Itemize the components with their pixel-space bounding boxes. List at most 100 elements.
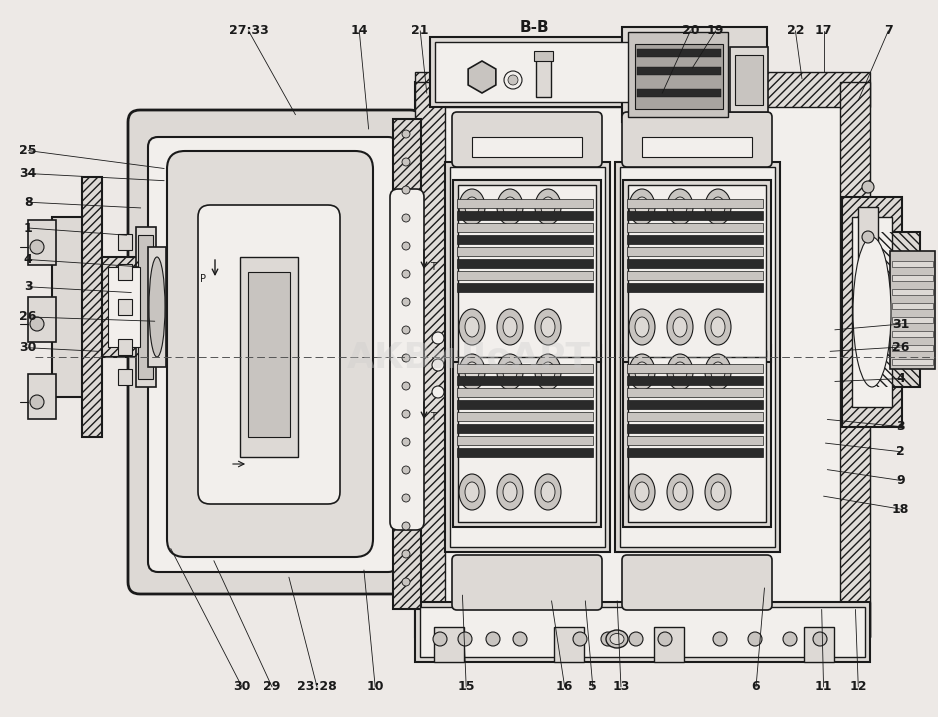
Ellipse shape bbox=[705, 354, 731, 390]
Text: 20: 20 bbox=[682, 24, 699, 37]
Ellipse shape bbox=[667, 309, 693, 345]
Bar bbox=[735, 55, 763, 105]
Bar bbox=[457, 247, 593, 256]
Ellipse shape bbox=[635, 482, 649, 502]
Bar bbox=[457, 376, 593, 385]
FancyBboxPatch shape bbox=[452, 555, 602, 610]
Ellipse shape bbox=[541, 317, 555, 337]
Ellipse shape bbox=[667, 474, 693, 510]
Bar bbox=[627, 223, 763, 232]
Ellipse shape bbox=[629, 309, 655, 345]
Circle shape bbox=[432, 386, 444, 398]
Text: В-В: В-В bbox=[520, 19, 549, 34]
Ellipse shape bbox=[711, 482, 725, 502]
Bar bbox=[457, 259, 593, 268]
Bar bbox=[100, 257, 148, 357]
Ellipse shape bbox=[503, 482, 517, 502]
Bar bbox=[627, 388, 763, 397]
Bar bbox=[148, 247, 166, 367]
Bar bbox=[536, 59, 551, 97]
Circle shape bbox=[658, 632, 672, 646]
Text: 4: 4 bbox=[896, 372, 905, 385]
Bar bbox=[457, 283, 593, 292]
Text: 18: 18 bbox=[892, 503, 909, 516]
Circle shape bbox=[629, 632, 643, 646]
Text: 14: 14 bbox=[351, 24, 368, 37]
Text: 27:33: 27:33 bbox=[229, 24, 268, 37]
Circle shape bbox=[30, 395, 44, 409]
Bar bbox=[415, 82, 870, 637]
Bar bbox=[892, 261, 933, 267]
Ellipse shape bbox=[535, 354, 561, 390]
Ellipse shape bbox=[497, 309, 523, 345]
Bar bbox=[458, 350, 596, 522]
Ellipse shape bbox=[541, 482, 555, 502]
Bar bbox=[892, 359, 933, 365]
Text: 34: 34 bbox=[20, 167, 37, 180]
Ellipse shape bbox=[705, 309, 731, 345]
FancyBboxPatch shape bbox=[452, 112, 602, 167]
Ellipse shape bbox=[667, 189, 693, 225]
Text: 7: 7 bbox=[884, 24, 893, 37]
Bar bbox=[627, 400, 763, 409]
Text: 21: 21 bbox=[412, 24, 429, 37]
Ellipse shape bbox=[465, 197, 479, 217]
Ellipse shape bbox=[503, 197, 517, 217]
FancyBboxPatch shape bbox=[148, 137, 398, 572]
Ellipse shape bbox=[711, 317, 725, 337]
Circle shape bbox=[402, 438, 410, 446]
Ellipse shape bbox=[673, 197, 687, 217]
Ellipse shape bbox=[459, 354, 485, 390]
Ellipse shape bbox=[673, 317, 687, 337]
Bar bbox=[554, 627, 584, 662]
Ellipse shape bbox=[497, 474, 523, 510]
Bar bbox=[620, 167, 775, 547]
Bar bbox=[627, 364, 763, 373]
Bar bbox=[628, 185, 766, 357]
Bar bbox=[637, 89, 721, 97]
Bar bbox=[892, 275, 933, 281]
Bar bbox=[637, 49, 721, 57]
Bar bbox=[628, 32, 728, 117]
Ellipse shape bbox=[629, 354, 655, 390]
Text: 19: 19 bbox=[707, 24, 724, 37]
Bar bbox=[622, 27, 767, 122]
Bar bbox=[627, 259, 763, 268]
Ellipse shape bbox=[535, 189, 561, 225]
Bar bbox=[892, 345, 933, 351]
Circle shape bbox=[402, 130, 410, 138]
Text: 5: 5 bbox=[588, 680, 598, 693]
Text: 11: 11 bbox=[815, 680, 832, 693]
Bar bbox=[627, 448, 763, 457]
Ellipse shape bbox=[635, 362, 649, 382]
Bar bbox=[627, 271, 763, 280]
Ellipse shape bbox=[503, 317, 517, 337]
Bar bbox=[458, 185, 596, 357]
Circle shape bbox=[402, 298, 410, 306]
Bar bbox=[627, 235, 763, 244]
Text: 4: 4 bbox=[23, 253, 33, 266]
Text: 12: 12 bbox=[850, 680, 867, 693]
Circle shape bbox=[402, 158, 410, 166]
Circle shape bbox=[402, 382, 410, 390]
Ellipse shape bbox=[711, 362, 725, 382]
Bar bbox=[627, 247, 763, 256]
Circle shape bbox=[402, 326, 410, 334]
Text: 6: 6 bbox=[751, 680, 761, 693]
Bar bbox=[892, 289, 933, 295]
Bar bbox=[100, 257, 148, 357]
Bar bbox=[457, 364, 593, 373]
Ellipse shape bbox=[535, 474, 561, 510]
Bar bbox=[534, 51, 553, 61]
Bar bbox=[136, 227, 156, 387]
Bar bbox=[393, 119, 421, 609]
Bar bbox=[453, 180, 601, 362]
Circle shape bbox=[432, 332, 444, 344]
FancyBboxPatch shape bbox=[622, 112, 772, 167]
FancyBboxPatch shape bbox=[128, 110, 422, 594]
Text: 16: 16 bbox=[556, 680, 573, 693]
FancyBboxPatch shape bbox=[390, 189, 424, 530]
FancyBboxPatch shape bbox=[198, 205, 340, 504]
Bar bbox=[415, 72, 870, 107]
Ellipse shape bbox=[673, 482, 687, 502]
